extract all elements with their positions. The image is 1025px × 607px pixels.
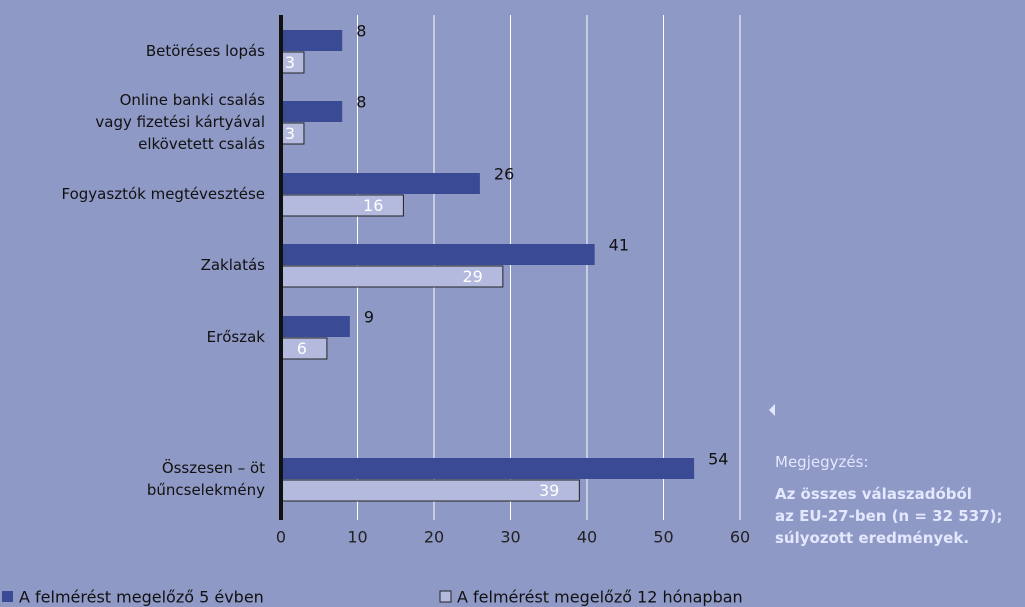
legend-swatch [439,590,452,603]
bar [280,479,580,502]
bar [281,30,343,51]
x-tick-label: 30 [500,528,520,547]
value-label: 26 [494,165,514,184]
bar [281,244,595,265]
value-label: 8 [356,22,366,41]
legend-label: A felmérést megelőző 12 hónapban [457,588,743,607]
x-tick-label: 50 [653,528,673,547]
value-label: 39 [539,481,559,500]
value-label: 29 [462,267,482,286]
value-label: 16 [363,196,383,215]
x-tick-label: 40 [577,528,597,547]
legend-label: A felmérést megelőző 5 évben [19,588,264,607]
category-label: Betöréses lopás [145,42,265,60]
category-label: Erőszak [206,328,265,346]
x-tick-label: 10 [347,528,367,547]
bar [281,316,350,337]
note-line: súlyozott eredmények. [775,529,970,547]
category-label: Zaklatás [200,256,265,274]
x-tick-label: 20 [424,528,444,547]
x-tick-label: 60 [730,528,750,547]
x-tick-label: 0 [276,528,286,547]
value-label: 8 [356,93,366,112]
value-label: 41 [609,236,629,255]
value-label: 9 [364,308,374,327]
value-label: 3 [285,124,295,143]
note-line: Az összes válaszadóból [775,485,972,503]
value-label: 3 [285,53,295,72]
bar [281,173,480,194]
note-arrow [769,404,775,416]
legend-swatch [2,591,13,602]
bar [281,458,695,479]
note-heading: Megjegyzés: [775,453,869,471]
note-line: az EU-27-ben (n = 32 537); [775,507,1003,525]
category-label: Online banki csalás vagy fizetési kártyá… [95,91,265,153]
bar [281,101,343,122]
value-label: 54 [708,450,728,469]
value-label: 6 [297,339,307,358]
category-label: Összesen – öt bűncselekmény [146,459,265,499]
bar [280,194,404,217]
category-label: Fogyasztók megtévesztése [61,185,265,203]
